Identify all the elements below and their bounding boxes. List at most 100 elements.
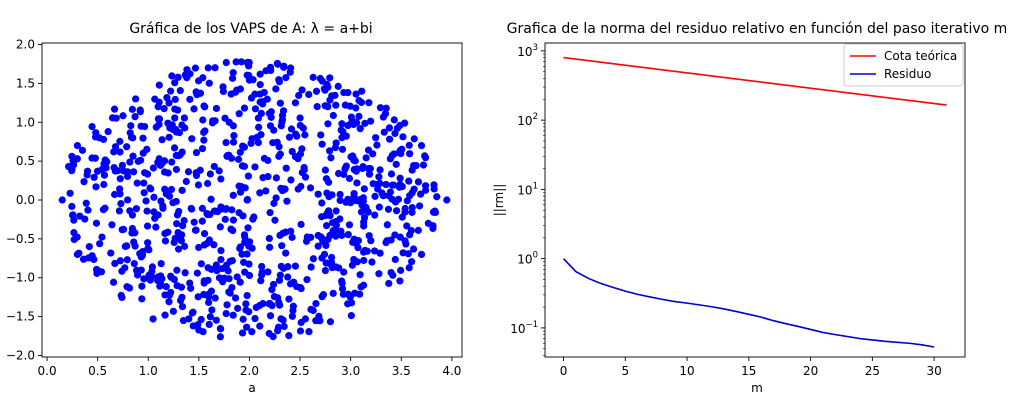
eigenvalue-point [266,243,274,251]
eigenvalue-point [380,128,388,136]
eigenvalue-point [357,98,366,107]
eigenvalue-point [216,223,224,231]
eigenvalue-point [116,137,124,145]
eigenvalue-point [384,205,393,213]
eigenvalue-point [262,187,270,195]
eigenvalue-point [405,141,413,149]
eigenvalue-point [326,147,334,155]
eigenvalue-point [229,138,238,146]
eigenvalue-point [200,136,208,144]
eigenvalue-point [339,128,347,136]
eigenvalue-point [238,250,246,258]
eigenvalue-point [324,120,332,128]
eigenvalue-point [137,122,145,130]
eigenvalue-point [332,226,340,234]
eigenvalue-point [379,113,387,121]
eigenvalue-point [344,89,352,97]
eigenvalue-point [227,90,235,98]
eigenvalue-point [376,104,385,112]
eigenvalue-point [288,147,296,156]
eigenvalue-point [278,116,287,124]
eigenvalue-point [324,207,333,215]
eigenvalue-point [143,222,152,230]
eigenvalue-point [368,258,376,266]
eigenvalue-point [251,105,260,113]
eigenvalue-point [186,95,194,103]
eigenvalue-point [340,268,348,276]
eigenvalue-point [191,64,200,72]
eigenvalue-point [256,189,264,197]
eigenvalue-point [194,181,203,189]
eigenvalue-point [396,121,404,130]
eigenvalue-point [123,242,131,250]
eigenvalue-point [332,232,340,240]
eigenvalue-point [269,333,277,341]
eigenvalue-point [417,141,426,150]
eigenvalue-point [327,154,335,162]
eigenvalue-point [364,208,372,216]
eigenvalue-point [237,58,246,66]
eigenvalue-point [234,155,243,163]
eigenvalue-point [336,196,344,205]
eigenvalue-point [212,316,220,324]
eigenvalue-point [344,121,352,130]
scatter-points [58,58,451,341]
eigenvalue-point [239,142,247,150]
eigenvalue-point [376,166,384,174]
eigenvalue-point [245,308,253,316]
eigenvalue-point [66,189,74,197]
eigenvalue-point [241,184,249,192]
eigenvalue-point [291,99,300,107]
eigenvalue-point [103,158,111,166]
series-line [563,56,947,106]
eigenvalue-point [188,205,196,213]
eigenvalue-point [272,194,280,202]
eigenvalue-point [256,322,264,330]
eigenvalue-point [399,133,407,141]
eigenvalue-point [194,321,202,329]
legend-entry-label: Cota teórica [884,49,957,63]
eigenvalue-point [264,268,272,276]
eigenvalue-point [352,104,360,112]
eigenvalue-point [321,102,329,110]
eigenvalue-point [281,185,289,193]
eigenvalue-point [433,193,441,201]
eigenvalue-point [256,70,264,78]
eigenvalue-point [360,214,369,222]
eigenvalue-point [180,114,189,122]
eigenvalue-point [212,261,220,269]
eigenvalue-point [115,207,123,215]
eigenvalue-point [409,245,418,253]
eigenvalue-point [344,230,352,239]
eigenvalue-point [358,87,366,95]
x-tick-label: 1.5 [189,364,208,378]
eigenvalue-point [265,109,273,118]
eigenvalue-point [178,303,187,311]
eigenvalue-point [112,114,120,122]
eigenvalue-point [296,114,304,122]
eigenvalue-point [365,165,373,173]
eigenvalue-point [196,166,204,174]
eigenvalue-point [149,164,158,172]
eigenvalue-point [179,316,188,325]
eigenvalue-point [296,283,305,292]
eigenvalue-point [314,190,322,198]
eigenvalue-point [222,58,230,67]
eigenvalue-point [139,149,147,157]
eigenvalue-point [91,154,99,162]
eigenvalue-point [235,209,243,217]
eigenvalue-point [285,295,293,303]
eigenvalue-point [266,312,275,320]
eigenvalue-point [347,312,355,320]
eigenvalue-point [161,311,169,319]
x-tick-label: 5 [621,364,629,378]
y-tick-label: 101 [517,181,538,197]
eigenvalue-point [241,233,249,241]
eigenvalue-point [408,208,416,216]
eigenvalue-point [296,327,305,335]
eigenvalue-point [100,180,108,189]
eigenvalue-point [317,131,325,139]
eigenvalue-point [312,300,320,308]
eigenvalue-point [314,242,322,250]
eigenvalue-point [140,189,148,197]
